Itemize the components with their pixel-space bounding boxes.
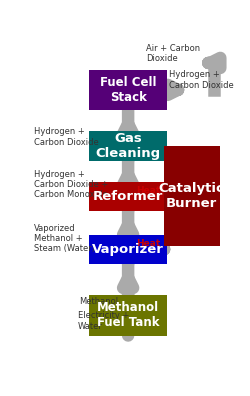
Text: Methanol: Methanol <box>79 297 118 306</box>
Text: Heat: Heat <box>136 186 160 195</box>
Text: Methanol
Fuel Tank: Methanol Fuel Tank <box>97 301 160 329</box>
FancyBboxPatch shape <box>90 70 167 110</box>
Text: Hydrogen +
Carbon Dioxide: Hydrogen + Carbon Dioxide <box>34 127 98 147</box>
Text: Reformer: Reformer <box>93 190 163 203</box>
FancyBboxPatch shape <box>90 131 167 161</box>
Text: Heat: Heat <box>136 239 160 248</box>
Text: Vaporizer: Vaporizer <box>92 243 164 256</box>
Text: Fuel Cell
Stack: Fuel Cell Stack <box>100 76 156 104</box>
FancyBboxPatch shape <box>90 295 167 335</box>
FancyBboxPatch shape <box>164 146 220 246</box>
Text: Air + Carbon
Dioxide: Air + Carbon Dioxide <box>146 44 200 63</box>
Text: Catalytic
Burner: Catalytic Burner <box>159 182 224 210</box>
FancyBboxPatch shape <box>90 181 167 211</box>
Text: Gas
Cleaning: Gas Cleaning <box>96 132 161 160</box>
Text: Hydrogen +
Carbon Dioxide: Hydrogen + Carbon Dioxide <box>169 70 234 89</box>
Text: Vaporized
Methanol +
Steam (Water): Vaporized Methanol + Steam (Water) <box>34 224 94 253</box>
Text: Electricity +
Water: Electricity + Water <box>78 311 129 331</box>
Text: Hydrogen +
Carbon Dioxide +
Carbon Monoxide: Hydrogen + Carbon Dioxide + Carbon Monox… <box>34 169 108 200</box>
FancyBboxPatch shape <box>90 234 167 264</box>
